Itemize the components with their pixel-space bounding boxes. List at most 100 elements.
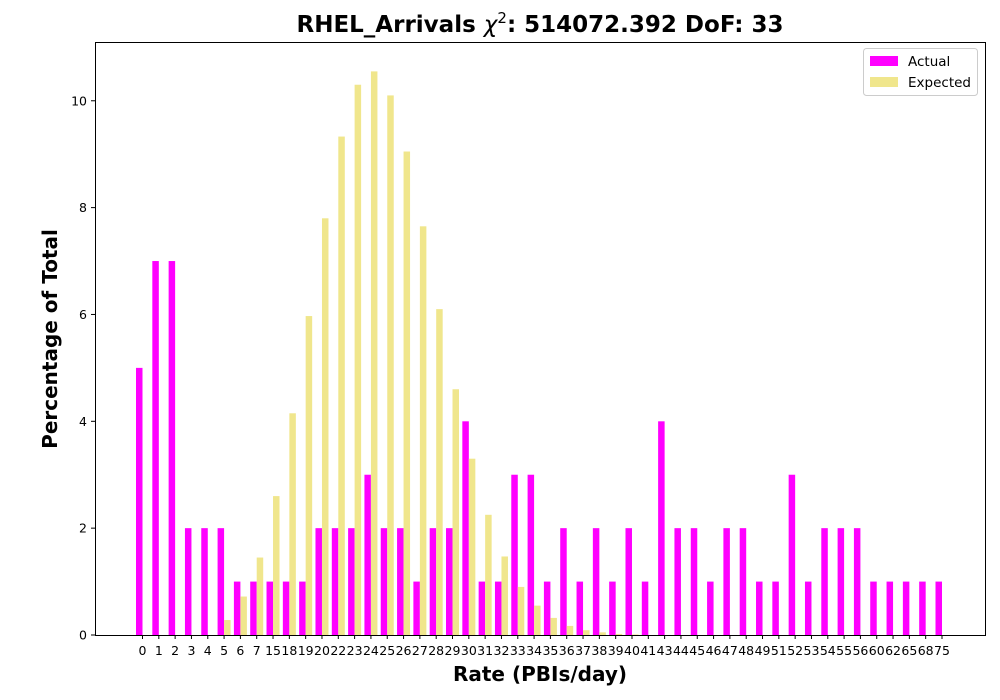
y-tick-label: 0 [79,628,87,643]
x-tick-label: 19 [298,643,314,658]
bar-actual-15 [266,581,274,635]
bar-expected-39 [615,633,623,635]
bar-actual-48 [739,528,747,635]
bar-actual-65 [902,581,910,635]
bar-actual-22 [331,528,339,635]
bar-actual-2 [168,261,176,635]
y-tick-label: 2 [79,521,87,536]
chart-title: RHEL_Arrivals χ2: 514072.392 DoF: 33 [296,9,783,38]
bar-expected-15 [273,496,280,635]
bar-actual-51 [772,581,779,635]
bar-actual-40 [625,528,632,635]
x-tick-label: 29 [445,643,461,658]
x-tick-label: 65 [901,643,917,658]
bar-actual-55 [837,528,845,635]
bar-actual-38 [592,528,600,635]
bar-actual-32 [494,581,502,635]
bar-actual-33 [511,474,518,635]
bar-actual-18 [282,581,290,635]
bar-expected-30 [468,458,476,635]
bar-actual-56 [853,528,861,635]
bar-actual-31 [478,581,486,635]
bar-actual-27 [413,581,420,635]
bar-actual-36 [560,528,567,635]
bar-actual-23 [348,528,355,635]
x-tick-label: 22 [330,643,346,658]
legend-swatch-actual [870,56,898,66]
bar-expected-29 [452,389,460,635]
bar-expected-18 [289,413,296,635]
bar-expected-24 [370,71,378,635]
bar-actual-24 [364,474,371,635]
x-tick-label: 36 [559,643,575,658]
x-tick-label: 62 [885,643,901,658]
x-tick-label: 35 [542,643,558,658]
bar-actual-68 [919,581,926,635]
x-tick-label: 45 [689,643,705,658]
bar-expected-32 [501,556,508,635]
y-tick-label: 8 [79,200,87,215]
bar-actual-1 [152,261,159,635]
bar-expected-40 [631,634,639,635]
bar-actual-47 [723,528,730,635]
x-tick-label: 68 [918,643,934,658]
x-tick-label: 75 [934,643,950,658]
x-tick-label: 7 [253,643,261,658]
y-axis-title: Percentage of Total [38,229,62,449]
bar-actual-20 [315,528,322,635]
bar-expected-23 [354,84,362,636]
x-tick-label: 37 [575,643,591,658]
x-axis: 0 1 2 3 4 5 6 7 15 18 19 20 22 23 24 25 26 27 28 29 30 31 32 33… [139,635,950,658]
x-tick-label: 48 [738,643,754,658]
legend-swatch-expected [870,77,898,87]
y-axis: 0 2 4 6 8 10 [71,93,95,643]
x-tick-label: 18 [281,643,297,658]
x-tick-label: 49 [755,643,771,658]
bar-actual-5 [217,528,225,635]
x-tick-label: 24 [363,643,379,658]
bar-actual-62 [886,581,894,635]
bar-expected-37 [583,630,590,635]
x-tick-label: 39 [608,643,624,658]
x-tick-label: 43 [657,643,673,658]
bar-actual-52 [788,474,796,635]
bar-expected-28 [436,309,443,635]
bar-actual-34 [527,474,535,635]
bar-actual-3 [184,528,192,635]
x-tick-label: 26 [396,643,412,658]
x-axis-title: Rate (PBIs/day) [453,662,627,686]
y-tick-label: 10 [71,93,87,108]
x-tick-label: 41 [640,643,656,658]
legend-label-actual: Actual [908,54,950,70]
x-tick-label: 23 [347,643,363,658]
bar-expected-35 [550,617,557,635]
bar-actual-29 [446,528,453,635]
bar-actual-44 [674,528,681,635]
y-tick-label: 4 [79,414,87,429]
x-tick-label: 0 [139,643,147,658]
bar-actual-0 [136,367,143,635]
x-tick-label: 54 [820,643,836,658]
x-tick-label: 3 [187,643,195,658]
bar-actual-41 [641,581,649,635]
x-tick-label: 5 [220,643,228,658]
x-tick-label: 44 [673,643,689,658]
x-tick-label: 6 [236,643,244,658]
plot-frame [95,42,986,636]
legend-label-expected: Expected [908,75,971,91]
bar-expected-19 [305,316,313,635]
bar-expected-36 [566,625,574,635]
bar-actual-37 [576,581,584,635]
bar-actual-30 [462,421,469,635]
bar-actual-26 [397,528,404,635]
bar-actual-60 [870,581,877,635]
bar-actual-45 [690,528,698,635]
bar-expected-7 [256,557,264,635]
x-tick-label: 1 [155,643,163,658]
x-tick-label: 56 [852,643,868,658]
bar-expected-6 [240,596,247,635]
y-tick-label: 6 [79,307,87,322]
bar-actual-7 [250,581,257,635]
x-tick-label: 53 [804,643,820,658]
